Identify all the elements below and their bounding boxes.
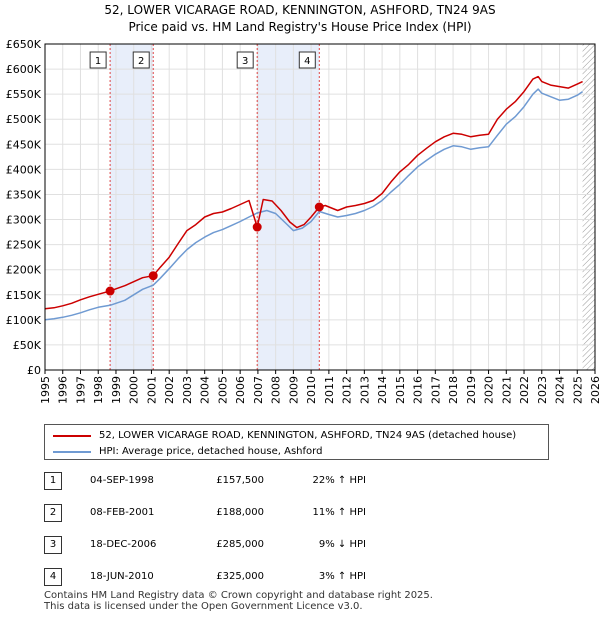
sale-row-2: 2 08-FEB-2001 £188,000 11% ↑ HPI <box>44 504 444 522</box>
x-tick-label: 2012 <box>341 376 354 404</box>
legend-swatch-property <box>53 434 91 437</box>
x-tick-label: 2026 <box>589 376 600 404</box>
sale-row-1: 1 04-SEP-1998 £157,500 22% ↑ HPI <box>44 472 444 490</box>
chart-subtitle: Price paid vs. HM Land Registry's House … <box>128 20 472 34</box>
y-tick-label: £650K <box>6 38 42 51</box>
y-tick-label: £100K <box>6 314 42 327</box>
y-tick-label: £550K <box>6 88 42 101</box>
x-tick-label: 2018 <box>447 376 460 404</box>
sale-marker-label-4: 4 <box>304 56 310 67</box>
sale-row-4: 4 18-JUN-2010 £325,000 3% ↑ HPI <box>44 568 444 586</box>
x-tick-label: 2007 <box>252 376 265 404</box>
sale-marker-label-2: 2 <box>138 56 144 67</box>
x-tick-label: 2004 <box>199 376 212 404</box>
x-tick-label: 2013 <box>358 376 371 404</box>
sale-hpi-diff: 22% ↑ HPI <box>312 475 366 486</box>
x-tick-label: 2016 <box>412 376 425 404</box>
x-tick-label: 1997 <box>74 376 87 404</box>
sale-price: £325,000 <box>216 571 264 582</box>
sale-price: £157,500 <box>216 475 264 486</box>
y-tick-label: £600K <box>6 63 42 76</box>
x-tick-label: 2002 <box>163 376 176 404</box>
chart-legend: 52, LOWER VICARAGE ROAD, KENNINGTON, ASH… <box>44 424 549 460</box>
x-tick-label: 2020 <box>483 376 496 404</box>
sale-shaded-span-2 <box>257 44 320 370</box>
x-tick-label: 1999 <box>110 376 123 404</box>
x-tick-label: 2008 <box>270 376 283 404</box>
sale-date: 08-FEB-2001 <box>90 507 155 518</box>
x-tick-label: 2009 <box>287 376 300 404</box>
sale-shaded-span-1 <box>110 44 154 370</box>
chart-title-block: 52, LOWER VICARAGE ROAD, KENNINGTON, ASH… <box>0 2 600 36</box>
chart-title: 52, LOWER VICARAGE ROAD, KENNINGTON, ASH… <box>104 3 496 17</box>
y-tick-label: £200K <box>6 264 42 277</box>
price-chart: 1 2 3 4 £0 £50K £100K £150K £200K £250K £300K £350K… <box>6 38 600 404</box>
x-tick-label: 2006 <box>234 376 247 404</box>
sale-hpi-diff: 3% ↑ HPI <box>318 571 366 582</box>
sale-marker-label-1: 1 <box>95 56 101 67</box>
x-tick-label: 2003 <box>181 376 194 404</box>
sale-hpi-diff: 9% ↓ HPI <box>318 539 366 550</box>
x-tick-label: 2021 <box>500 376 513 404</box>
sale-hpi-diff: 11% ↑ HPI <box>312 507 366 518</box>
y-tick-label: £0 <box>27 364 41 377</box>
sale-price: £285,000 <box>216 539 264 550</box>
footer-line-copyright: Contains HM Land Registry data © Crown c… <box>44 590 433 601</box>
y-tick-label: £150K <box>6 289 42 302</box>
x-tick-label: 2017 <box>429 376 442 404</box>
x-tick-label: 2019 <box>465 376 478 404</box>
x-tick-label: 1996 <box>57 376 70 404</box>
sale-point-1 <box>105 286 115 296</box>
sale-date: 18-JUN-2010 <box>90 571 154 582</box>
sale-row-3: 3 18-DEC-2006 £285,000 9% ↓ HPI <box>44 536 444 554</box>
sale-number-badge: 3 <box>44 536 62 554</box>
y-tick-label: £250K <box>6 239 42 252</box>
y-tick-label: £400K <box>6 163 42 176</box>
sale-marker-box-1 <box>89 51 107 69</box>
legend-label-property: 52, LOWER VICARAGE ROAD, KENNINGTON, ASH… <box>99 430 517 441</box>
y-tick-label: £500K <box>6 113 42 126</box>
legend-item-hpi: HPI: Average price, detached house, Ashf… <box>53 446 322 457</box>
series-line-property <box>44 75 583 310</box>
x-tick-label: 2025 <box>571 376 584 404</box>
x-tick-label: 1998 <box>92 376 105 404</box>
x-tick-label: 2015 <box>394 376 407 404</box>
sale-number-badge: 2 <box>44 504 62 522</box>
sale-marker-box-4 <box>298 51 316 69</box>
sale-date: 18-DEC-2006 <box>90 539 157 550</box>
legend-label-hpi: HPI: Average price, detached house, Ashf… <box>99 446 323 457</box>
x-tick-label: 2000 <box>128 376 141 404</box>
x-tick-label: 2011 <box>323 376 336 404</box>
y-tick-label: £300K <box>6 214 42 227</box>
sale-point-3 <box>252 222 262 232</box>
series-line-hpi <box>44 88 584 321</box>
x-tick-label: 2001 <box>145 376 158 404</box>
sale-price: £188,000 <box>216 507 264 518</box>
x-tick-label: 2022 <box>518 376 531 404</box>
x-tick-label: 2014 <box>376 376 389 404</box>
x-tick-label: 1995 <box>39 376 52 404</box>
sale-marker-box-3 <box>236 51 254 69</box>
sale-date: 04-SEP-1998 <box>90 475 154 486</box>
y-tick-label: £350K <box>6 188 42 201</box>
x-tick-label: 2005 <box>216 376 229 404</box>
x-tick-label: 2010 <box>305 376 318 404</box>
sale-number-badge: 4 <box>44 568 62 586</box>
sale-marker-box-2 <box>132 51 150 69</box>
legend-swatch-hpi <box>53 450 91 453</box>
forecast-hatch-region <box>582 44 595 370</box>
sale-point-4 <box>314 202 324 212</box>
legend-item-property: 52, LOWER VICARAGE ROAD, KENNINGTON, ASH… <box>53 430 516 441</box>
footer-line-licence: This data is licensed under the Open Gov… <box>44 601 363 612</box>
sale-point-2 <box>148 271 158 281</box>
x-tick-label: 2024 <box>554 376 567 404</box>
y-tick-label: £450K <box>6 138 42 151</box>
y-tick-label: £50K <box>13 339 42 352</box>
sale-marker-label-3: 3 <box>242 56 248 67</box>
sale-number-badge: 1 <box>44 472 62 490</box>
plot-frame <box>44 43 596 371</box>
x-tick-label: 2023 <box>536 376 549 404</box>
footer-attribution: Contains HM Land Registry data © Crown c… <box>44 590 433 612</box>
